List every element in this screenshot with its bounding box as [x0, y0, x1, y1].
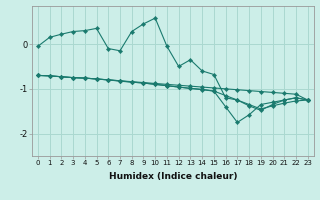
X-axis label: Humidex (Indice chaleur): Humidex (Indice chaleur) — [108, 172, 237, 181]
